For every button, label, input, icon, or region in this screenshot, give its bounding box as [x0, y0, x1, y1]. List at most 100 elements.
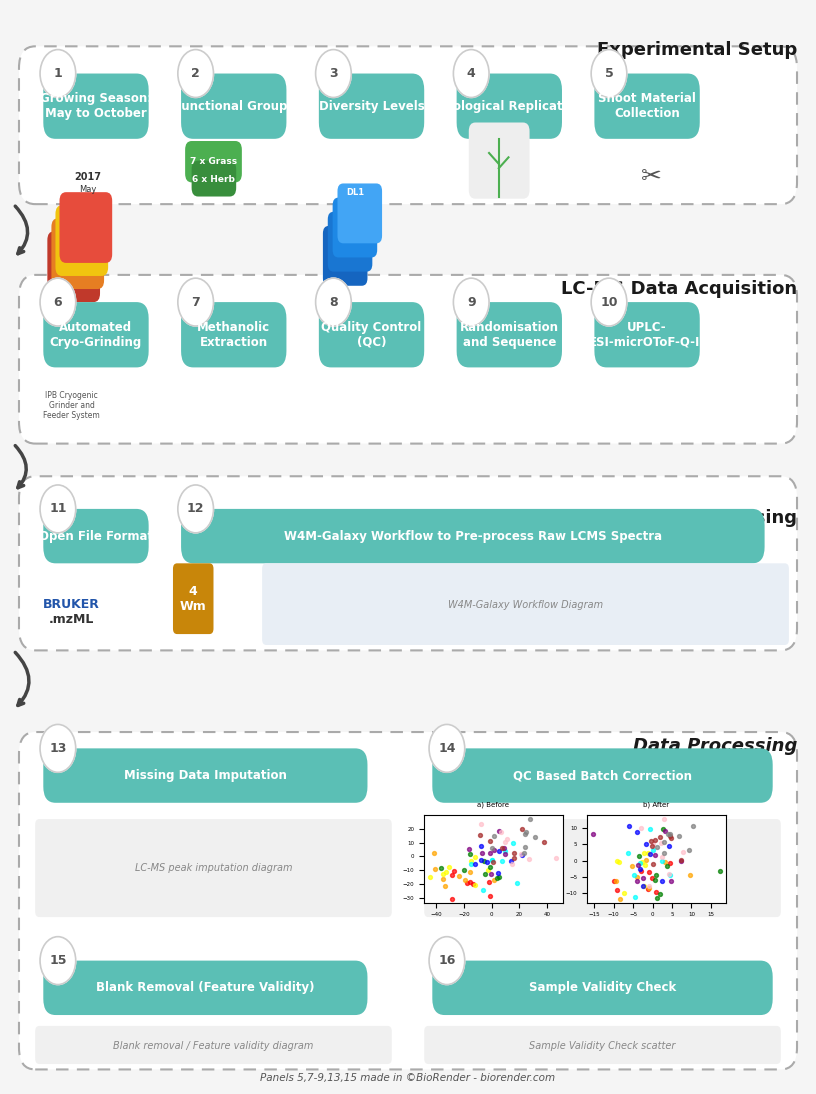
FancyBboxPatch shape: [328, 212, 372, 271]
Point: [457, 861, 470, 878]
Point: [510, 874, 523, 892]
Text: 4: 4: [467, 67, 476, 80]
Point: [467, 875, 480, 893]
FancyBboxPatch shape: [323, 225, 367, 286]
Text: 6 x Herb: 6 x Herb: [192, 175, 235, 184]
Point: [508, 843, 521, 861]
Point: [655, 852, 668, 870]
FancyBboxPatch shape: [43, 73, 149, 139]
FancyBboxPatch shape: [173, 563, 214, 635]
FancyBboxPatch shape: [51, 219, 104, 289]
FancyBboxPatch shape: [43, 302, 149, 368]
Point: [439, 877, 452, 895]
Point: [653, 885, 666, 903]
Point: [505, 854, 518, 872]
Point: [632, 856, 645, 873]
Point: [524, 811, 537, 828]
Text: May: May: [79, 186, 96, 195]
Point: [655, 848, 668, 865]
FancyBboxPatch shape: [594, 302, 700, 368]
Circle shape: [454, 278, 489, 326]
Point: [645, 837, 659, 854]
Point: [448, 862, 461, 880]
Text: Blank Removal (Feature Validity): Blank Removal (Feature Validity): [96, 981, 315, 994]
Text: 14: 14: [438, 742, 455, 755]
Point: [518, 845, 531, 862]
Point: [486, 853, 499, 871]
Point: [428, 843, 441, 861]
Point: [498, 839, 511, 857]
Text: Sample Validity Check scatter: Sample Validity Check scatter: [530, 1040, 676, 1050]
Text: DL2: DL2: [343, 173, 358, 182]
Point: [464, 852, 477, 870]
FancyBboxPatch shape: [43, 509, 149, 563]
Circle shape: [40, 278, 76, 326]
Point: [648, 831, 661, 849]
Point: [516, 820, 529, 838]
Point: [665, 872, 678, 889]
Title: b) After: b) After: [644, 802, 670, 808]
Text: 9: 9: [467, 295, 476, 309]
Point: [650, 866, 663, 884]
Text: Biological Replicates: Biological Replicates: [441, 100, 578, 113]
Point: [516, 847, 529, 864]
Point: [475, 815, 488, 833]
FancyBboxPatch shape: [185, 141, 242, 183]
Text: Functional Groups: Functional Groups: [174, 100, 294, 113]
FancyBboxPatch shape: [594, 73, 700, 139]
Point: [657, 820, 670, 838]
Point: [642, 881, 655, 898]
FancyBboxPatch shape: [192, 161, 236, 197]
Point: [486, 851, 499, 869]
FancyBboxPatch shape: [19, 732, 797, 1070]
Point: [660, 857, 673, 874]
Point: [638, 843, 651, 861]
Point: [538, 834, 551, 851]
Circle shape: [178, 278, 214, 326]
FancyBboxPatch shape: [60, 193, 112, 263]
Point: [477, 881, 490, 898]
Text: 13: 13: [49, 742, 67, 755]
Point: [683, 841, 696, 859]
FancyBboxPatch shape: [432, 748, 773, 803]
Point: [483, 845, 496, 862]
Text: Methanolic
Extraction: Methanolic Extraction: [197, 321, 270, 349]
Point: [522, 850, 535, 868]
Point: [499, 842, 512, 860]
Point: [587, 825, 600, 842]
Point: [461, 874, 474, 892]
FancyBboxPatch shape: [19, 46, 797, 205]
Text: LC-MS Data Acquisition: LC-MS Data Acquisition: [561, 280, 797, 299]
Point: [494, 824, 508, 841]
Point: [437, 871, 450, 888]
FancyBboxPatch shape: [457, 302, 562, 368]
Text: 15: 15: [49, 954, 67, 967]
Text: 1: 1: [54, 67, 62, 80]
Point: [640, 851, 653, 869]
Point: [487, 841, 500, 859]
Text: QC Based Batch Correction: QC Based Batch Correction: [513, 769, 692, 782]
Text: BRUKER: BRUKER: [43, 598, 100, 612]
Text: 11: 11: [49, 502, 67, 515]
Text: 8: 8: [329, 295, 338, 309]
Text: 12: 12: [187, 502, 205, 515]
Point: [483, 887, 496, 905]
Circle shape: [40, 49, 76, 97]
Point: [437, 865, 450, 883]
Point: [508, 849, 521, 866]
FancyBboxPatch shape: [43, 961, 367, 1015]
Point: [442, 859, 455, 876]
Circle shape: [429, 936, 465, 985]
Point: [492, 864, 505, 882]
Text: 10: 10: [601, 295, 618, 309]
Title: a) Before: a) Before: [477, 802, 509, 808]
FancyBboxPatch shape: [43, 748, 367, 803]
Text: ✂: ✂: [641, 165, 662, 189]
Point: [478, 865, 491, 883]
Text: W4M-Galaxy Workflow to Pre-process Raw LCMS Spectra: W4M-Galaxy Workflow to Pre-process Raw L…: [284, 529, 662, 543]
Circle shape: [178, 485, 214, 533]
Point: [490, 870, 503, 887]
Point: [498, 846, 511, 863]
FancyBboxPatch shape: [181, 509, 765, 563]
Point: [635, 819, 648, 837]
